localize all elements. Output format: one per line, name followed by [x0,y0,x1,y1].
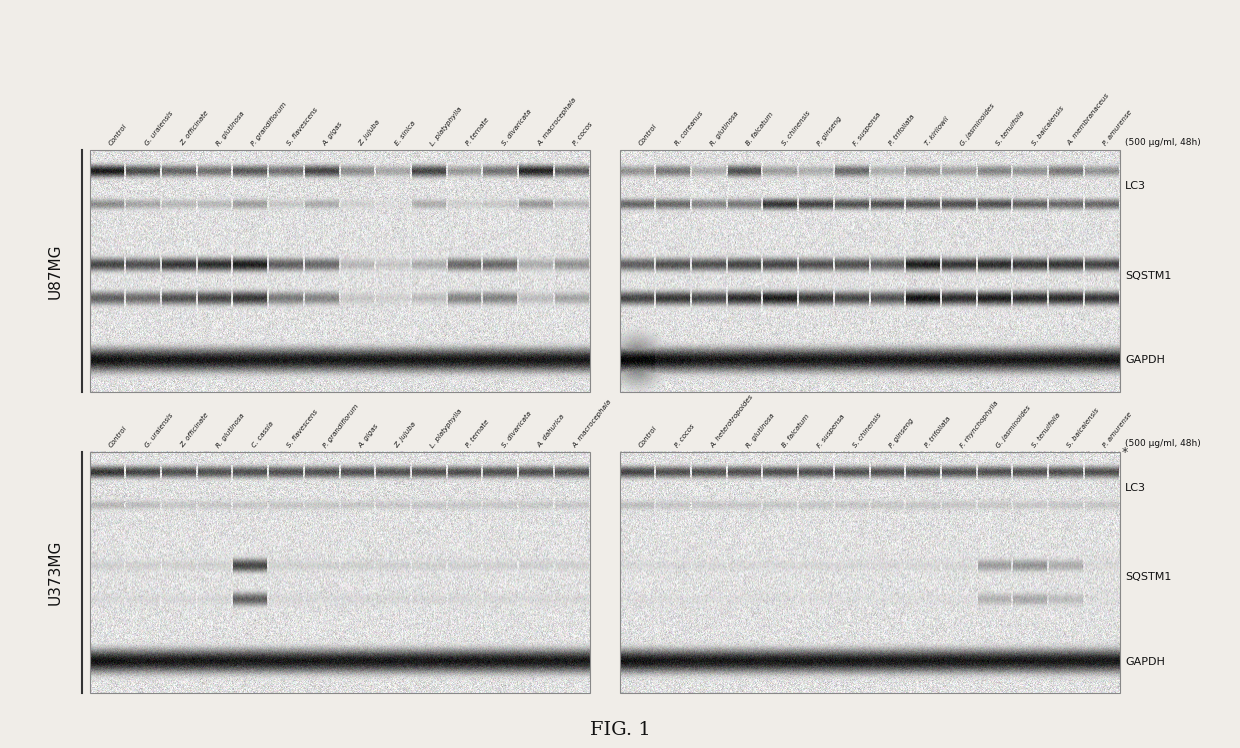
Text: P. trifoliata: P. trifoliata [888,114,915,147]
Text: Control: Control [637,123,658,147]
Text: U373MG: U373MG [47,539,62,605]
Text: Control: Control [637,425,658,449]
Text: Control: Control [108,425,128,449]
Text: S. tenuifolia: S. tenuifolia [994,110,1025,147]
Text: Z. jujuba: Z. jujuba [358,119,382,147]
Text: P. grandiflorum: P. grandiflorum [250,101,289,147]
Text: P. grandiflorum: P. grandiflorum [322,402,360,449]
Text: F. suspensa: F. suspensa [852,111,882,147]
Text: S. divaricata: S. divaricata [501,108,532,147]
Text: P. amurense: P. amurense [1102,411,1133,449]
Text: SQSTM1: SQSTM1 [1125,572,1172,582]
Text: P. amurense: P. amurense [1102,109,1133,147]
Text: R. glutinosa: R. glutinosa [709,111,740,147]
Text: P. cocos: P. cocos [572,121,594,147]
Text: Z. officinate: Z. officinate [180,411,210,449]
Text: S. baicalensis: S. baicalensis [1066,407,1101,449]
Text: G. uralensis: G. uralensis [144,111,174,147]
Text: A. dahurica: A. dahurica [537,413,565,449]
Text: P. ternate: P. ternate [465,419,490,449]
Text: A. macrocephala: A. macrocephala [572,398,614,449]
Text: P. ginseng: P. ginseng [816,115,843,147]
Text: SQSTM1: SQSTM1 [1125,271,1172,280]
Text: C. cassia: C. cassia [250,420,274,449]
Text: Control: Control [108,123,128,147]
Text: A. gigas: A. gigas [322,121,345,147]
Text: S. tenuifolia: S. tenuifolia [1030,411,1061,449]
Text: R. glutinosa: R. glutinosa [215,111,246,147]
Text: G. jasminoides: G. jasminoides [994,404,1032,449]
Text: S. chinensis: S. chinensis [781,110,811,147]
Text: (500 μg/ml, 48h): (500 μg/ml, 48h) [1125,439,1200,448]
Text: B. falcatum: B. falcatum [781,413,810,449]
Text: P. trifoliata: P. trifoliata [924,415,951,449]
Text: B. falcatum: B. falcatum [745,111,775,147]
Text: R. glutinosa: R. glutinosa [215,412,246,449]
Text: LC3: LC3 [1125,482,1146,493]
Text: LC3: LC3 [1125,181,1146,191]
Text: G. uralensis: G. uralensis [144,412,174,449]
Text: GAPDH: GAPDH [1125,355,1164,365]
Text: GAPDH: GAPDH [1125,657,1164,666]
Bar [91,452,590,693]
Bar [91,150,590,391]
Text: A. macrocephala: A. macrocephala [537,96,578,147]
Text: FIG. 1: FIG. 1 [590,721,650,739]
Text: (500 μg/ml, 48h): (500 μg/ml, 48h) [1125,138,1200,147]
Text: L. platyphylla: L. platyphylla [429,106,464,147]
Bar [620,150,1120,391]
Text: S. flavescens: S. flavescens [286,408,320,449]
Text: A. membranaceus: A. membranaceus [1066,93,1111,147]
Text: U87MG: U87MG [47,243,62,298]
Text: A. heterotropoides: A. heterotropoides [709,393,754,449]
Text: L. platyphylla: L. platyphylla [429,408,464,449]
Text: A. gigas: A. gigas [358,423,379,449]
Text: Z. officinate: Z. officinate [180,110,210,147]
Text: F. rhynchophylla: F. rhynchophylla [960,399,999,449]
Text: P. cocos: P. cocos [673,423,696,449]
Text: S. baicalensis: S. baicalensis [1030,105,1065,147]
Text: G. jasminoides: G. jasminoides [960,102,996,147]
Text: R. coreanus: R. coreanus [673,111,704,147]
Text: P. ginseng: P. ginseng [888,417,915,449]
Text: S. divaricata: S. divaricata [501,410,532,449]
Text: R. glutinosa: R. glutinosa [745,412,775,449]
Text: E. sinica: E. sinica [393,120,417,147]
Bar [620,452,1120,693]
Text: Z. jujuba: Z. jujuba [393,420,418,449]
Text: P. ternate: P. ternate [465,117,490,147]
Text: S. chinensis: S. chinensis [852,412,883,449]
Text: F. suspensa: F. suspensa [816,413,846,449]
Text: S. flavescens: S. flavescens [286,107,320,147]
Text: T. kirilowii: T. kirilowii [924,116,950,147]
Text: *: * [1122,447,1128,459]
